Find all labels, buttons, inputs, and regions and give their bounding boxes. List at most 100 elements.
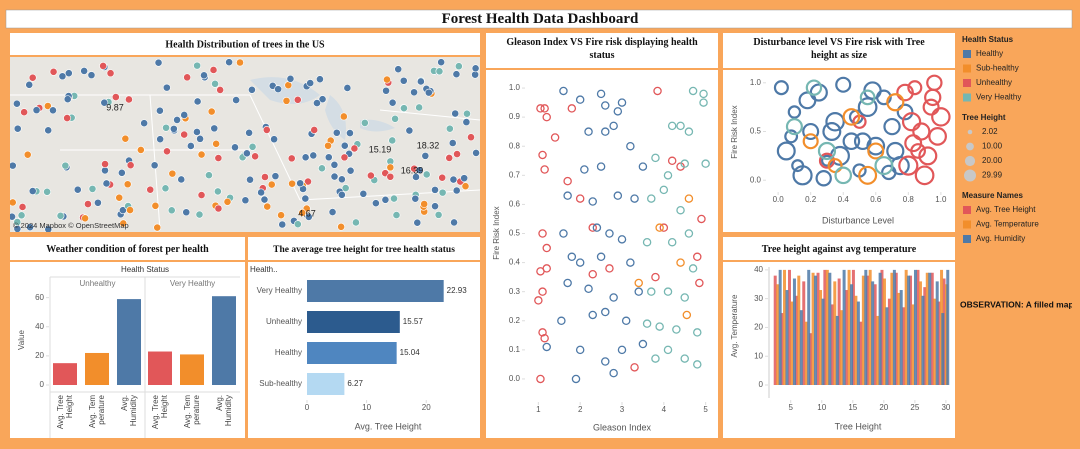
map-dot [388,136,397,145]
y-tick-label: 0.0 [750,175,762,184]
bubble [835,76,852,93]
scatter-point [601,101,610,110]
y-tick-label: 40 [35,322,44,331]
scatter-point [584,127,593,136]
scatter-point [634,278,643,288]
bubble [896,83,914,102]
scatter-point [634,287,643,296]
map-dot [445,154,454,162]
bar [790,301,794,385]
bubble [805,79,823,96]
map-dot [267,180,276,189]
map-dot [360,118,369,127]
bar [882,278,886,385]
map-dot [340,153,349,162]
bar [935,281,939,385]
map-dot [386,172,395,181]
map-dot [421,151,430,160]
scatter-point [563,278,572,288]
map-dot [156,135,165,144]
map-dot [63,95,72,104]
panel [723,33,955,232]
scatter-point [538,150,547,160]
lake [250,77,395,140]
scatter-point [651,272,660,282]
map-dot [18,203,27,211]
map-dot [328,208,337,216]
bar [845,290,849,385]
map-dot [287,154,296,163]
bar [821,298,825,385]
bar [868,269,872,385]
bar [802,281,806,385]
scatter-point [563,176,572,186]
map-dot [415,103,424,112]
map-dot [431,185,439,194]
x-tick-label: 1.0 [935,195,947,204]
map-dot [193,97,202,106]
map-dot [214,154,223,162]
column-header: Health Status [121,265,169,274]
map-dot [453,150,461,158]
scatter-point [647,287,656,296]
map-dot [28,187,37,195]
legend-swatch [963,50,971,58]
scatter-point [571,374,581,384]
bar [921,295,925,385]
scatter-point [651,354,660,363]
y-tick-label: 0.7 [509,170,521,179]
map-dot [43,187,51,196]
map-dot [180,130,189,139]
bar [856,301,860,385]
bar [878,272,882,385]
map-dot [438,173,447,182]
scatter-point [663,287,673,296]
scatter-point [699,98,708,107]
category-label: Avg. Temperature [183,394,201,428]
map-dot [343,84,352,92]
panel-title: Disturbance level VS Fire risk with Tree… [753,37,925,61]
scatter-point [534,296,543,305]
scatter-point [536,374,545,384]
bar [850,284,854,385]
bar [876,315,880,385]
scatter-point [630,363,639,372]
bar [785,290,789,385]
map-dot [167,206,176,215]
y-tick-label: 0.0 [509,374,521,383]
y-tick-label: 0 [40,380,45,389]
map-dot [330,172,339,181]
map-dot [381,195,390,204]
bubble [904,134,923,153]
legend-label: Unhealthy [976,78,1012,87]
map-dot [13,124,22,133]
bar [866,275,870,385]
legend-title: Tree Height [962,113,1006,122]
scatter-point [575,345,585,355]
map-dot [169,124,178,133]
bar [899,290,903,385]
map-dot [205,171,213,180]
bar [814,275,818,385]
scatter-point [682,310,692,320]
map-dot [162,123,170,132]
map-dot [182,208,191,217]
map-dot [209,66,218,74]
scatter-point [680,159,689,168]
scatter-point [642,319,652,328]
map-dot [263,202,272,211]
legend-size [967,129,973,135]
map-dot [153,223,162,232]
bar [307,311,400,333]
map-dot [251,152,260,161]
map-dot [150,161,159,170]
x-tick-label: 0.4 [838,195,850,204]
map-dot [63,114,72,122]
bar [778,269,782,385]
map-dot [28,73,37,82]
category-label: Healthy [275,348,302,357]
bar [925,272,929,385]
bubble [817,141,837,161]
category-label: Avg. TreeHeight [56,394,74,429]
scatter-point [584,284,593,294]
